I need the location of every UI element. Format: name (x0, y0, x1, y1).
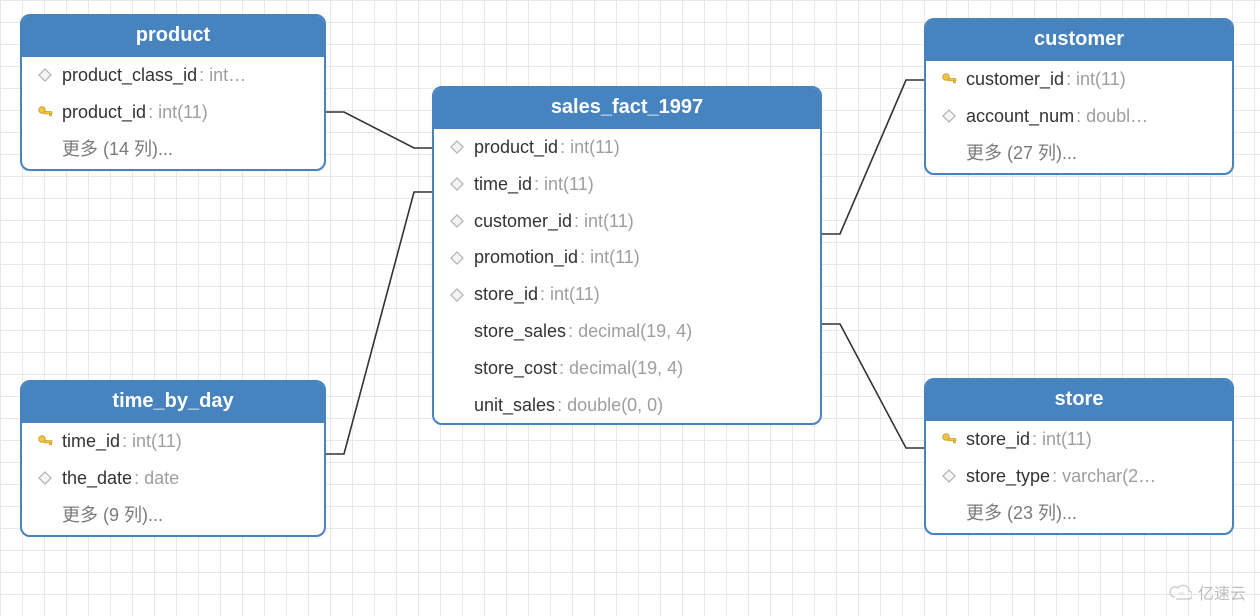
column-type: : varchar(2… (1052, 462, 1156, 491)
relation-edge (822, 324, 924, 448)
column-name: time_id (474, 170, 532, 199)
watermark-text: 亿速云 (1198, 580, 1246, 604)
column-type: : int(11) (574, 207, 634, 236)
column-icon (446, 288, 468, 302)
column-type: : int(11) (560, 133, 620, 162)
svg-text:∞: ∞ (1178, 589, 1184, 598)
key-icon (34, 432, 56, 450)
relation-edge (326, 112, 432, 148)
table-product[interactable]: product product_class_id: int… product_i… (20, 14, 326, 171)
column-type: : doubl… (1076, 102, 1148, 131)
column-row[interactable]: time_id: int(11) (22, 423, 324, 460)
column-row[interactable]: account_num: doubl… (926, 98, 1232, 135)
column-name: customer_id (966, 65, 1064, 94)
more-columns-link[interactable]: 更多 (14 列)... (22, 131, 324, 169)
column-row[interactable]: the_date: date (22, 460, 324, 497)
table-sales_fact_1997[interactable]: sales_fact_1997 product_id: int(11) time… (432, 86, 822, 425)
column-type: : int… (199, 61, 246, 90)
column-name: store_type (966, 462, 1050, 491)
watermark: ∞ 亿速云 (1168, 580, 1246, 604)
column-row[interactable]: store_cost: decimal(19, 4) (434, 350, 820, 387)
key-icon (938, 70, 960, 88)
column-type: : int(11) (580, 243, 640, 272)
column-name: store_id (966, 425, 1030, 454)
more-columns-link[interactable]: 更多 (23 列)... (926, 495, 1232, 533)
column-name: unit_sales (474, 391, 555, 420)
more-columns-link[interactable]: 更多 (9 列)... (22, 497, 324, 535)
column-row[interactable]: store_id: int(11) (434, 276, 820, 313)
column-name: product_class_id (62, 61, 197, 90)
table-time_by_day[interactable]: time_by_day time_id: int(11) the_date: d… (20, 380, 326, 537)
table-header: sales_fact_1997 (434, 88, 820, 129)
column-name: time_id (62, 427, 120, 456)
key-icon (34, 103, 56, 121)
table-header: customer (926, 20, 1232, 61)
relation-edge (822, 80, 924, 234)
column-name: the_date (62, 464, 132, 493)
column-row[interactable]: customer_id: int(11) (434, 203, 820, 240)
er-canvas: product product_class_id: int… product_i… (0, 0, 1260, 616)
column-name: product_id (62, 98, 146, 127)
column-type: : int(11) (1032, 425, 1092, 454)
column-type: : double(0, 0) (557, 391, 663, 420)
table-header: time_by_day (22, 382, 324, 423)
column-name: store_id (474, 280, 538, 309)
column-icon (446, 177, 468, 191)
column-type: : int(11) (122, 427, 182, 456)
column-name: account_num (966, 102, 1074, 131)
column-icon (938, 469, 960, 483)
table-store[interactable]: store store_id: int(11) store_type: varc… (924, 378, 1234, 535)
more-columns-link[interactable]: 更多 (27 列)... (926, 135, 1232, 173)
column-row[interactable]: customer_id: int(11) (926, 61, 1232, 98)
column-row[interactable]: product_id: int(11) (22, 94, 324, 131)
column-type: : decimal(19, 4) (568, 317, 692, 346)
column-row[interactable]: store_id: int(11) (926, 421, 1232, 458)
column-row[interactable]: unit_sales: double(0, 0) (434, 387, 820, 424)
column-name: store_sales (474, 317, 566, 346)
column-type: : int(11) (534, 170, 594, 199)
column-type: : decimal(19, 4) (559, 354, 683, 383)
relation-edge (326, 192, 432, 454)
column-icon (446, 140, 468, 154)
column-name: promotion_id (474, 243, 578, 272)
column-name: store_cost (474, 354, 557, 383)
column-name: product_id (474, 133, 558, 162)
column-icon (34, 68, 56, 82)
column-row[interactable]: product_class_id: int… (22, 57, 324, 94)
table-header: product (22, 16, 324, 57)
column-icon (34, 471, 56, 485)
column-type: : int(11) (540, 280, 600, 309)
table-customer[interactable]: customer customer_id: int(11) account_nu… (924, 18, 1234, 175)
column-icon (446, 251, 468, 265)
column-row[interactable]: store_type: varchar(2… (926, 458, 1232, 495)
column-name: customer_id (474, 207, 572, 236)
column-row[interactable]: product_id: int(11) (434, 129, 820, 166)
column-icon (938, 109, 960, 123)
column-icon (446, 214, 468, 228)
column-type: : int(11) (1066, 65, 1126, 94)
column-type: : int(11) (148, 98, 208, 127)
key-icon (938, 430, 960, 448)
column-row[interactable]: promotion_id: int(11) (434, 239, 820, 276)
column-row[interactable]: store_sales: decimal(19, 4) (434, 313, 820, 350)
column-row[interactable]: time_id: int(11) (434, 166, 820, 203)
table-header: store (926, 380, 1232, 421)
column-type: : date (134, 464, 179, 493)
